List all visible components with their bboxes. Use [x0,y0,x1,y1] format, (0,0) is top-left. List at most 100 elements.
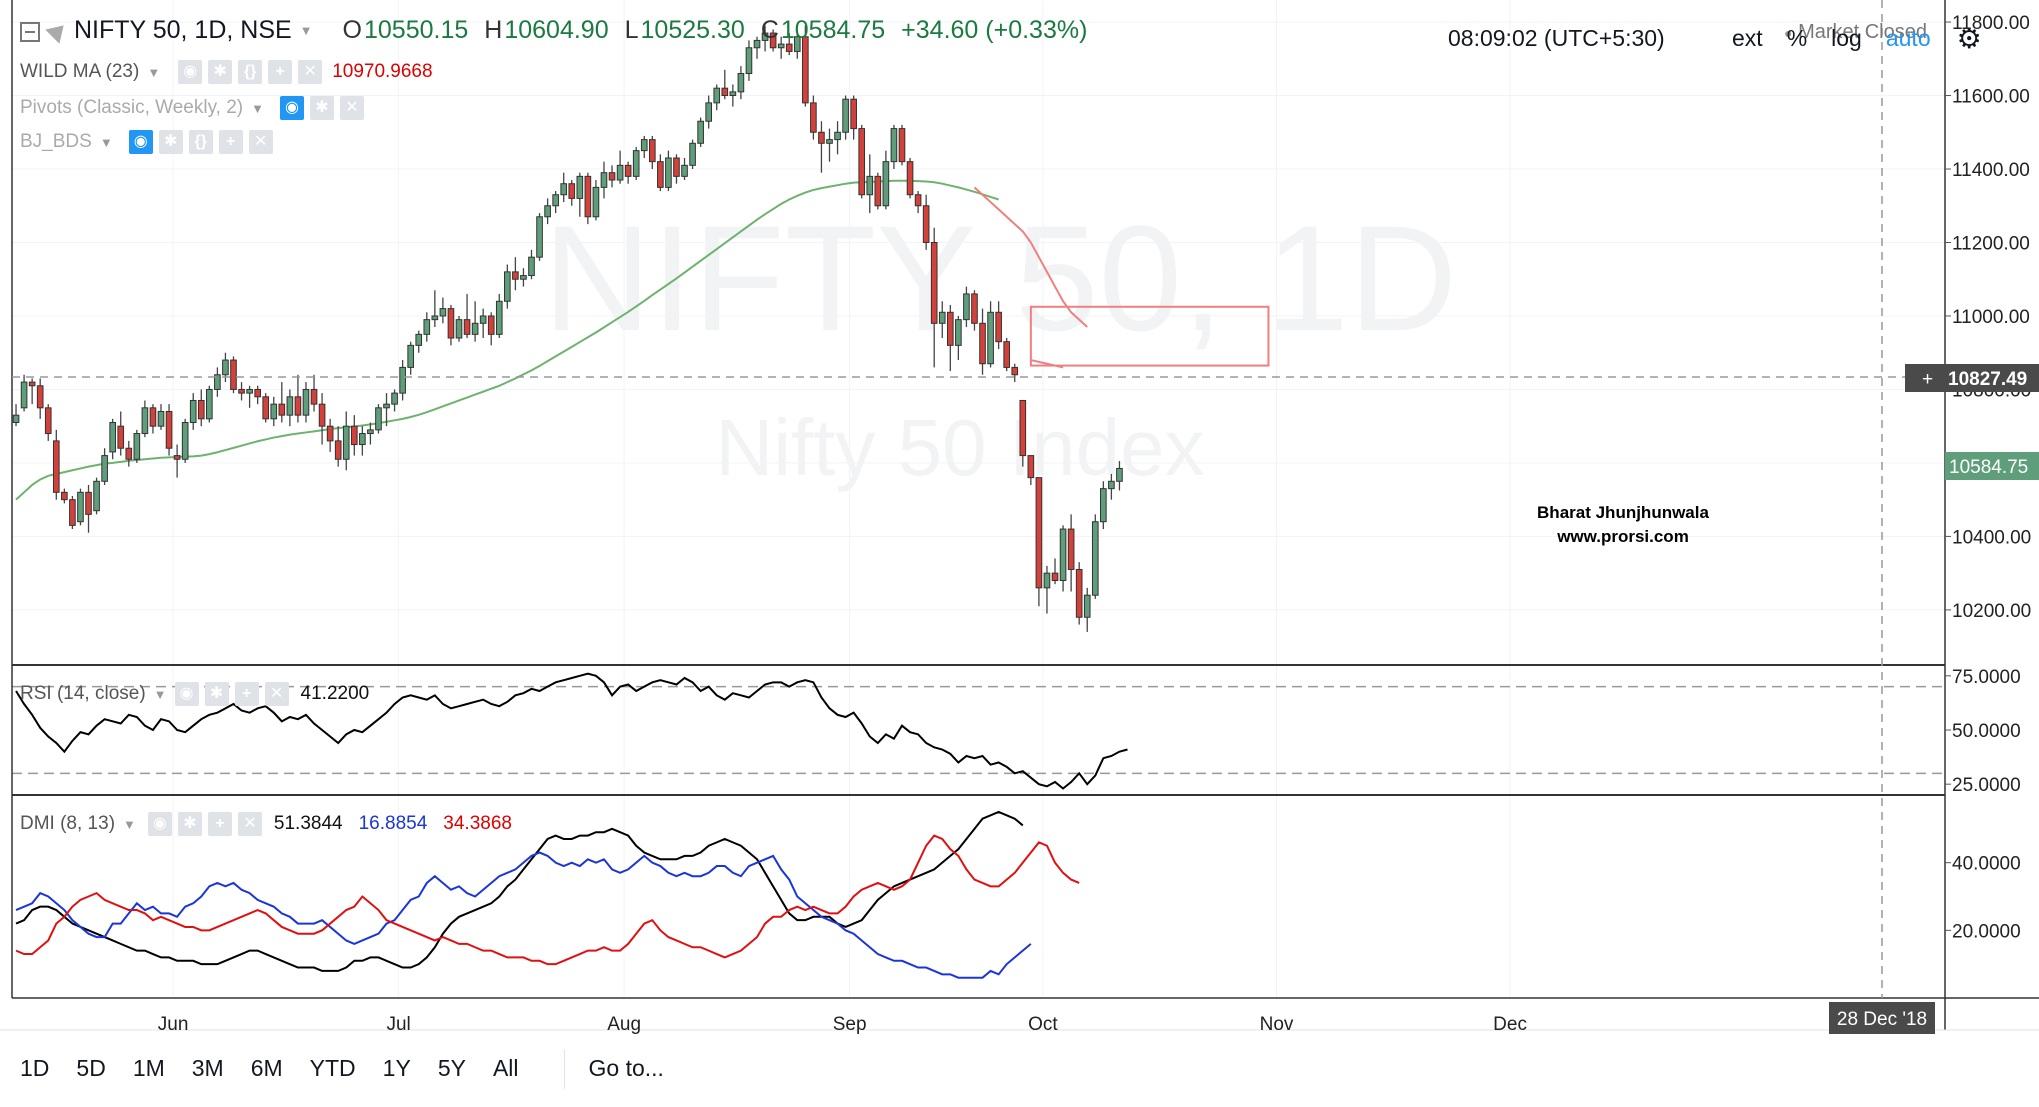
candle[interactable] [979,308,986,375]
candle[interactable] [431,290,439,327]
candle[interactable] [302,382,310,423]
candle[interactable] [294,374,302,423]
candle[interactable] [995,301,1002,350]
candle[interactable] [850,95,857,140]
candle[interactable] [640,135,648,158]
candle[interactable] [181,418,189,463]
candle[interactable] [487,312,495,346]
rsi-label[interactable]: RSI (14, close) [20,683,146,704]
candle[interactable] [77,488,84,526]
candle[interactable] [1116,461,1123,491]
rsi-menu-chevron-icon[interactable]: ▼ [153,686,167,702]
candle[interactable] [270,396,278,427]
candle[interactable] [777,36,785,59]
candle[interactable] [495,293,503,339]
candle[interactable] [334,426,342,467]
candle[interactable] [930,227,938,368]
candle[interactable] [133,429,141,463]
candle[interactable] [165,404,173,456]
candle[interactable] [383,393,390,427]
candle[interactable] [399,360,406,401]
candle[interactable] [955,315,962,361]
candle[interactable] [189,393,197,430]
candle[interactable] [793,29,801,59]
candle[interactable] [632,146,640,181]
pivots-menu-chevron-icon[interactable]: ▼ [251,100,264,116]
candle[interactable] [608,165,616,188]
range-button-all[interactable]: All [492,1055,519,1081]
wild-ma-menu-chevron-icon[interactable]: ▼ [147,64,161,80]
candle[interactable] [85,484,92,533]
candle[interactable] [479,308,487,339]
dmi-pane[interactable] [15,810,1080,979]
candle[interactable] [310,374,318,412]
candle[interactable] [1108,473,1115,500]
candle[interactable] [745,40,753,81]
candle[interactable] [576,172,584,217]
candle[interactable] [769,29,777,52]
candle[interactable] [528,249,535,280]
candle[interactable] [729,84,737,107]
wild-ma-remove-close-icon[interactable]: ✕ [298,60,323,84]
chart-settings-gear-icon[interactable]: ⚙ [1956,23,1982,54]
candle[interactable] [552,191,559,214]
candle[interactable] [906,157,914,199]
candle[interactable] [810,95,817,140]
candle[interactable] [246,385,253,408]
candle[interactable] [1083,587,1091,632]
legend-dmi[interactable]: DMI (8, 13) ▼ ◉ ✱ + ✕ 51.3844 16.8854 34… [20,812,512,836]
candle[interactable] [971,290,978,331]
candle[interactable] [1043,565,1051,614]
candle[interactable] [713,84,721,111]
candle[interactable] [141,400,149,438]
ext-hours-toggle[interactable]: ext [1732,25,1763,51]
candle[interactable] [1035,477,1043,607]
candle[interactable] [238,382,245,401]
candle[interactable] [616,150,624,184]
rsi-visibility-eye-icon[interactable]: ◉ [174,682,199,706]
range-button-5d[interactable]: 5D [76,1055,106,1081]
candle[interactable] [318,393,326,445]
candle[interactable] [1059,525,1067,592]
candle[interactable] [568,180,576,206]
candle[interactable] [761,25,769,52]
candle[interactable] [560,172,568,203]
dmi-minus-di-line[interactable] [15,834,1080,966]
wild-ma-label[interactable]: WILD MA (23) [20,61,140,82]
candle[interactable] [20,374,28,412]
candle[interactable] [705,95,713,129]
candle[interactable] [463,293,471,339]
candle[interactable] [375,404,382,434]
price-pane[interactable] [12,25,1270,632]
candle[interactable] [28,378,36,405]
candle[interactable] [12,404,20,427]
supply-zone-box[interactable] [1029,305,1270,367]
candle[interactable] [342,411,350,471]
candle[interactable] [173,444,181,478]
candle[interactable] [262,393,270,423]
candle[interactable] [697,117,704,147]
log-scale-toggle[interactable]: log [1831,25,1862,51]
candle[interactable] [350,415,358,456]
candle[interactable] [987,301,994,368]
candle[interactable] [326,418,334,452]
candle[interactable] [898,124,906,166]
candle[interactable] [721,69,729,100]
candle[interactable] [785,33,793,56]
candle[interactable] [504,264,511,309]
candle[interactable] [101,448,108,485]
symbol-title[interactable]: NIFTY 50, 1D, NSE [74,16,292,44]
dmi-remove-close-icon[interactable]: ✕ [237,812,262,836]
candle[interactable] [624,161,632,184]
bj-bds-settings-gear-icon[interactable]: ✱ [158,130,183,154]
bj-bds-menu-chevron-icon[interactable]: ▼ [99,134,113,150]
clock[interactable]: 08:09:02 (UTC+5:30) [1448,0,1665,77]
candle[interactable] [44,404,52,441]
candle[interactable] [520,268,527,287]
candle[interactable] [455,315,463,342]
dmi-adx-line[interactable] [15,810,1024,972]
series-line-pivot-level[interactable] [1030,359,1064,369]
rsi-pane[interactable] [12,672,1945,790]
candle[interactable] [802,25,809,107]
